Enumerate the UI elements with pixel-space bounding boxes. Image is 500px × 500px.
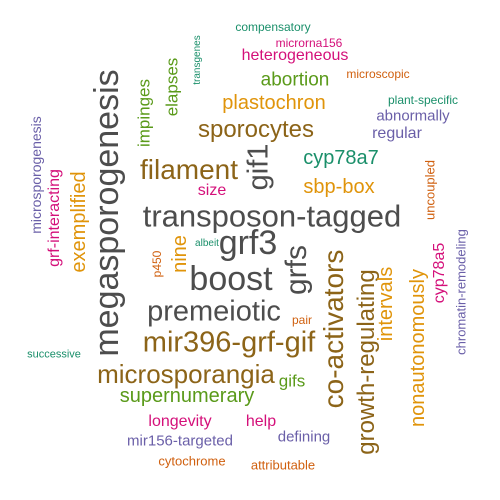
word-regular: regular bbox=[372, 125, 422, 142]
word-grf-interacting: grf-interacting bbox=[46, 169, 63, 267]
word-attributable: attributable bbox=[250, 457, 316, 473]
word-pair: pair bbox=[291, 313, 313, 327]
word-nonautonomously: nonautonomously bbox=[407, 269, 429, 427]
word-microrna156: microrna156 bbox=[275, 36, 343, 50]
word-cyp78a5: cyp78a5 bbox=[431, 242, 448, 304]
word-compensatory: compensatory bbox=[235, 20, 311, 34]
word-gifs: gifs bbox=[278, 371, 306, 391]
word-p450: p450 bbox=[150, 250, 164, 278]
word-albeit: albeit bbox=[195, 238, 219, 249]
word-chromatin-remodeling: chromatin-remodeling bbox=[453, 229, 469, 355]
word-plastochron: plastochron bbox=[222, 92, 326, 114]
word-elapses: elapses bbox=[162, 57, 182, 117]
word-impinges: impinges bbox=[134, 78, 154, 148]
word-sbp-box: sbp-box bbox=[303, 176, 375, 198]
word-heterogeneous: heterogeneous bbox=[241, 47, 349, 64]
word-transposon-tagged: transposon-tagged bbox=[142, 198, 402, 234]
word-plant-specific: plant-specific bbox=[387, 93, 459, 107]
word-cytochrome: cytochrome bbox=[158, 453, 226, 469]
word-size: size bbox=[197, 182, 227, 199]
word-defining: defining bbox=[277, 428, 331, 446]
word-mir396-grf-gif: mir396-grf-gif bbox=[142, 326, 316, 359]
word-transgenes: transgenes bbox=[192, 35, 203, 85]
word-abortion: abortion bbox=[260, 69, 330, 91]
word-premeiotic: premeiotic bbox=[147, 295, 281, 328]
word-megasporogenesis: megasporogenesis bbox=[88, 69, 126, 357]
word-cyp78a7: cyp78a7 bbox=[303, 147, 379, 169]
word-intervals: intervals bbox=[375, 266, 397, 342]
word-boost: boost bbox=[189, 260, 273, 298]
word-grfs: grfs bbox=[280, 244, 313, 296]
word-grf3: grf3 bbox=[218, 224, 278, 262]
word-gif1: gif1 bbox=[242, 143, 275, 191]
word-supernumerary: supernumerary bbox=[119, 385, 255, 407]
word-filament: filament bbox=[139, 154, 239, 185]
word-microscopic: microscopic bbox=[346, 67, 410, 81]
word-abnormally: abnormally bbox=[376, 107, 450, 125]
word-co-activators: co-activators bbox=[318, 249, 349, 409]
word-uncoupled: uncoupled bbox=[422, 160, 438, 220]
word-successive: successive bbox=[27, 348, 81, 361]
word-longevity: longevity bbox=[148, 413, 212, 430]
word-microsporangia: microsporangia bbox=[97, 359, 275, 389]
word-help: help bbox=[245, 413, 277, 430]
word-mir156-targeted: mir156-targeted bbox=[127, 432, 233, 450]
word-microsporogenesis: microsporogenesis bbox=[28, 116, 44, 234]
word-nine: nine bbox=[169, 235, 191, 273]
word-sporocytes: sporocytes bbox=[197, 116, 315, 143]
word-exemplified: exemplified bbox=[68, 171, 90, 273]
